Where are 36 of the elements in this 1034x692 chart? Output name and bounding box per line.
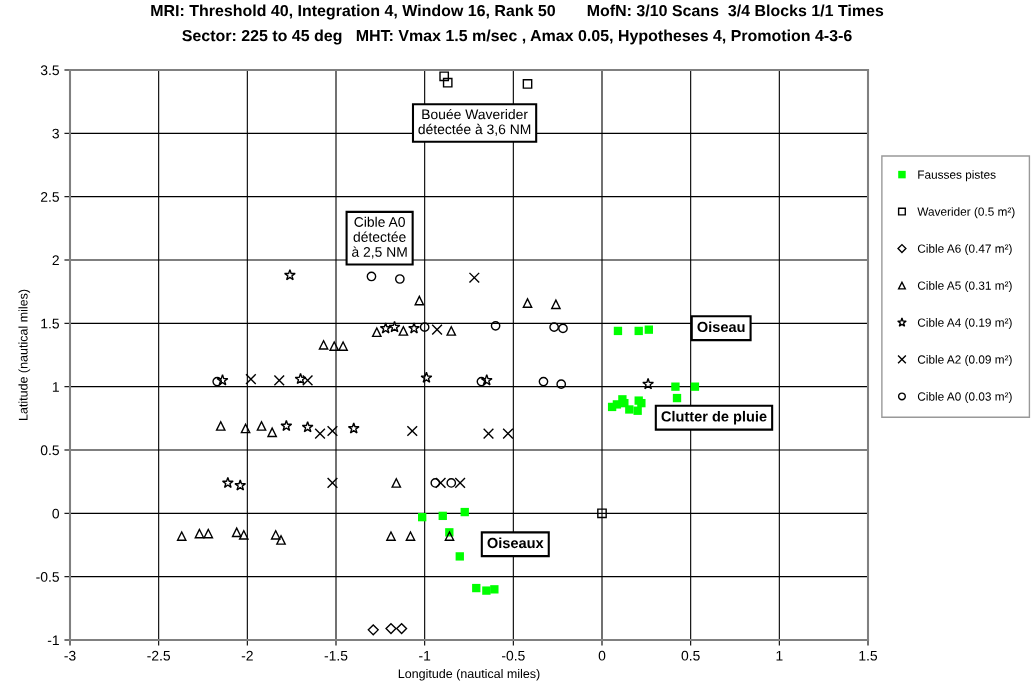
legend-label: Cible A4 (0.19 m²) [917, 318, 1012, 330]
legend-label: Fausses pistes [918, 170, 996, 182]
y-tick-label: 1 [52, 382, 59, 392]
y-tick-label: 2 [52, 255, 59, 266]
x-tick-label: 1 [776, 650, 783, 661]
legend-label: Cible A0 (0.03 m²) [917, 392, 1012, 404]
x-tick-label: -1 [419, 650, 431, 661]
chart-subtitle: Sector: 225 to 45 deg MHT: Vmax 1.5 m/sec , Amax 0.05, Hypotheses 4, Promotion 4-3-6 [182, 29, 852, 45]
annotation: Cible A0 détectée à 2,5 NM [352, 216, 407, 259]
legend-label: Waverider (0.5 m²) [917, 207, 1015, 219]
y-axis-title: Latitude (nautical miles) [18, 289, 31, 420]
legend-label: Cible A5 (0.31 m²) [917, 281, 1012, 293]
x-tick-label: -3 [64, 650, 76, 661]
y-tick-label: 3.5 [40, 65, 59, 76]
y-tick-label: 2.5 [40, 192, 59, 202]
x-tick-label: -2 [241, 650, 253, 661]
annotation: Clutter de pluie [661, 410, 767, 425]
x-axis-title: Longitude (nautical miles) [398, 668, 540, 681]
annotation: Bouée Waverider détectée à 3,6 NM [418, 108, 531, 136]
y-tick-label: 0 [52, 508, 60, 519]
x-tick-label: -1.5 [324, 650, 348, 661]
legend-label: Cible A2 (0.09 m²) [917, 355, 1012, 367]
x-tick-label: 1.5 [859, 650, 878, 661]
y-tick-label: 1.5 [41, 318, 59, 329]
y-tick-label: 3 [52, 128, 59, 139]
x-tick-label: -0.5 [501, 650, 525, 661]
y-tick-label: 0.5 [40, 445, 59, 456]
legend-label: Cible A6 (0.47 m²) [917, 244, 1012, 256]
x-tick-label: -2.5 [147, 650, 171, 661]
annotation: Oiseaux [487, 537, 544, 549]
y-tick-label: -1 [47, 635, 59, 646]
x-tick-label: 0 [598, 650, 606, 661]
y-tick-label: -0.5 [36, 572, 59, 582]
x-tick-label: 0.5 [681, 650, 700, 661]
chart-title: MRI: Threshold 40, Integration 4, Window 16, Rank 50 MofN: 3/10 Scans 3/4 Blocks 1/1 Times [151, 4, 884, 20]
annotation: Oiseau [697, 321, 745, 333]
